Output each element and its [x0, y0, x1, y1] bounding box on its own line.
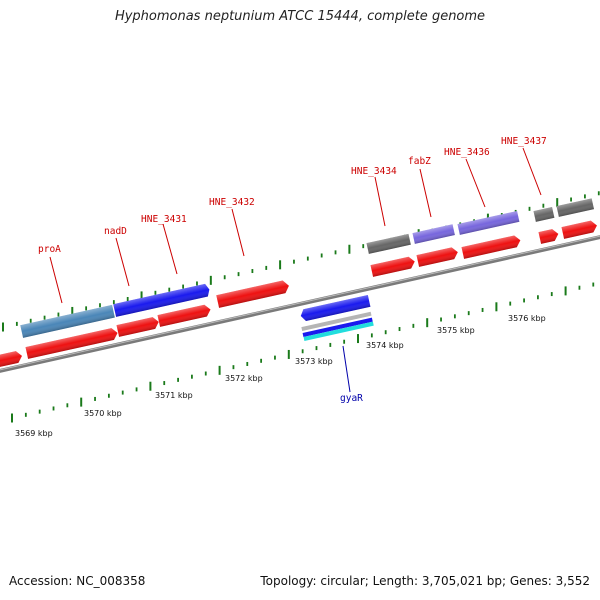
scale-label-3575: 3575 kbp [437, 326, 475, 335]
gene-labels: proA nadD HNE_3431 HNE_3432 HNE_3434 fab… [38, 136, 547, 404]
accession-text: Accession: NC_008358 [9, 574, 146, 588]
gene-label-hne-3437[interactable]: HNE_3437 [501, 136, 547, 147]
scale-label-3572: 3572 kbp [225, 374, 263, 383]
gyaR-feature-gray[interactable] [301, 311, 372, 331]
scale-label-3571: 3571 kbp [155, 391, 193, 400]
scale-labels: 3569 kbp 3570 kbp 3571 kbp 3572 kbp 3573… [15, 314, 546, 438]
gene-label-gyaR[interactable]: gyaR [340, 393, 363, 404]
gene-label-hne-3434[interactable]: HNE_3434 [351, 166, 397, 177]
genome-backbone-highlight [0, 235, 600, 371]
label-leaders [49, 147, 542, 393]
gyaR-feature-cyan[interactable] [303, 321, 374, 341]
map-title: Hyphomonas neptunium ATCC 15444, complet… [114, 9, 486, 24]
scale-label-3576: 3576 kbp [508, 314, 546, 323]
gene-label-fabZ[interactable]: fabZ [408, 156, 431, 167]
gene-label-hne-3431[interactable]: HNE_3431 [141, 214, 187, 225]
lower-scale-ticks [11, 282, 595, 423]
genome-backbone [0, 235, 600, 373]
reverse-gene-track [300, 295, 374, 341]
scale-label-3573: 3573 kbp [295, 357, 333, 366]
gene-label-proA[interactable]: proA [38, 244, 61, 255]
forward-gene-track [20, 198, 595, 338]
forward-cds-track [0, 220, 597, 369]
gene-label-hne-3436[interactable]: HNE_3436 [444, 147, 490, 158]
gyaR-feature-blue[interactable] [302, 317, 373, 337]
topology-text: Topology: circular; Length: 3,705,021 bp… [260, 574, 590, 588]
scale-label-3574: 3574 kbp [366, 341, 404, 350]
gene-label-hne-3432[interactable]: HNE_3432 [209, 197, 255, 208]
scale-label-3569: 3569 kbp [15, 429, 53, 438]
gene-label-nadD[interactable]: nadD [104, 226, 127, 237]
scale-label-3570: 3570 kbp [84, 409, 122, 418]
